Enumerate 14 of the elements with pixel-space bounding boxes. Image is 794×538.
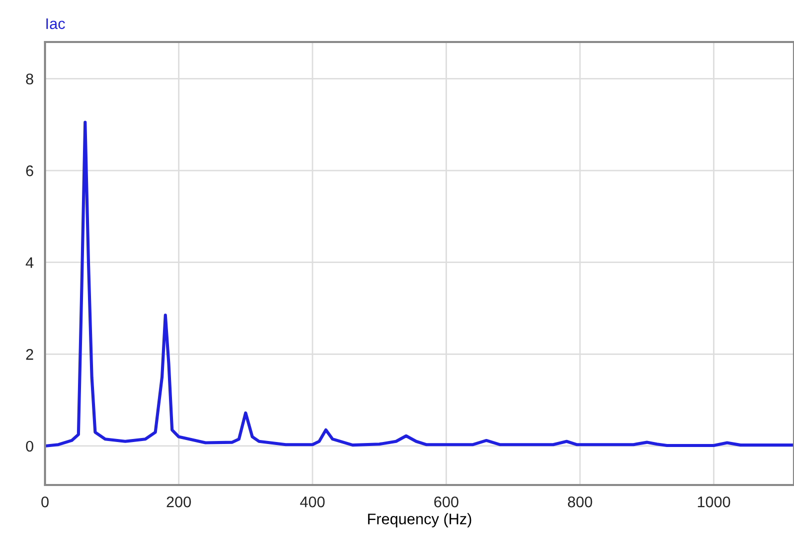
y-tick-label: 6	[26, 165, 34, 176]
y-tick-label: 8	[26, 74, 34, 84]
x-tick-label: 600	[434, 496, 458, 508]
x-tick-label: 800	[568, 496, 592, 508]
x-tick-label: 0	[41, 496, 49, 508]
x-tick-label: 400	[300, 496, 325, 508]
y-tick-label: 2	[26, 349, 34, 360]
line-series	[45, 120, 794, 448]
x-axis-title: Frequency (Hz)	[368, 513, 472, 528]
x-tick-label: 200	[166, 496, 191, 508]
y-tick-label: 0	[26, 440, 34, 452]
x-tick-label: 1000	[698, 496, 730, 508]
y-tick-label: 4	[26, 257, 34, 268]
text: Iac	[46, 18, 65, 30]
